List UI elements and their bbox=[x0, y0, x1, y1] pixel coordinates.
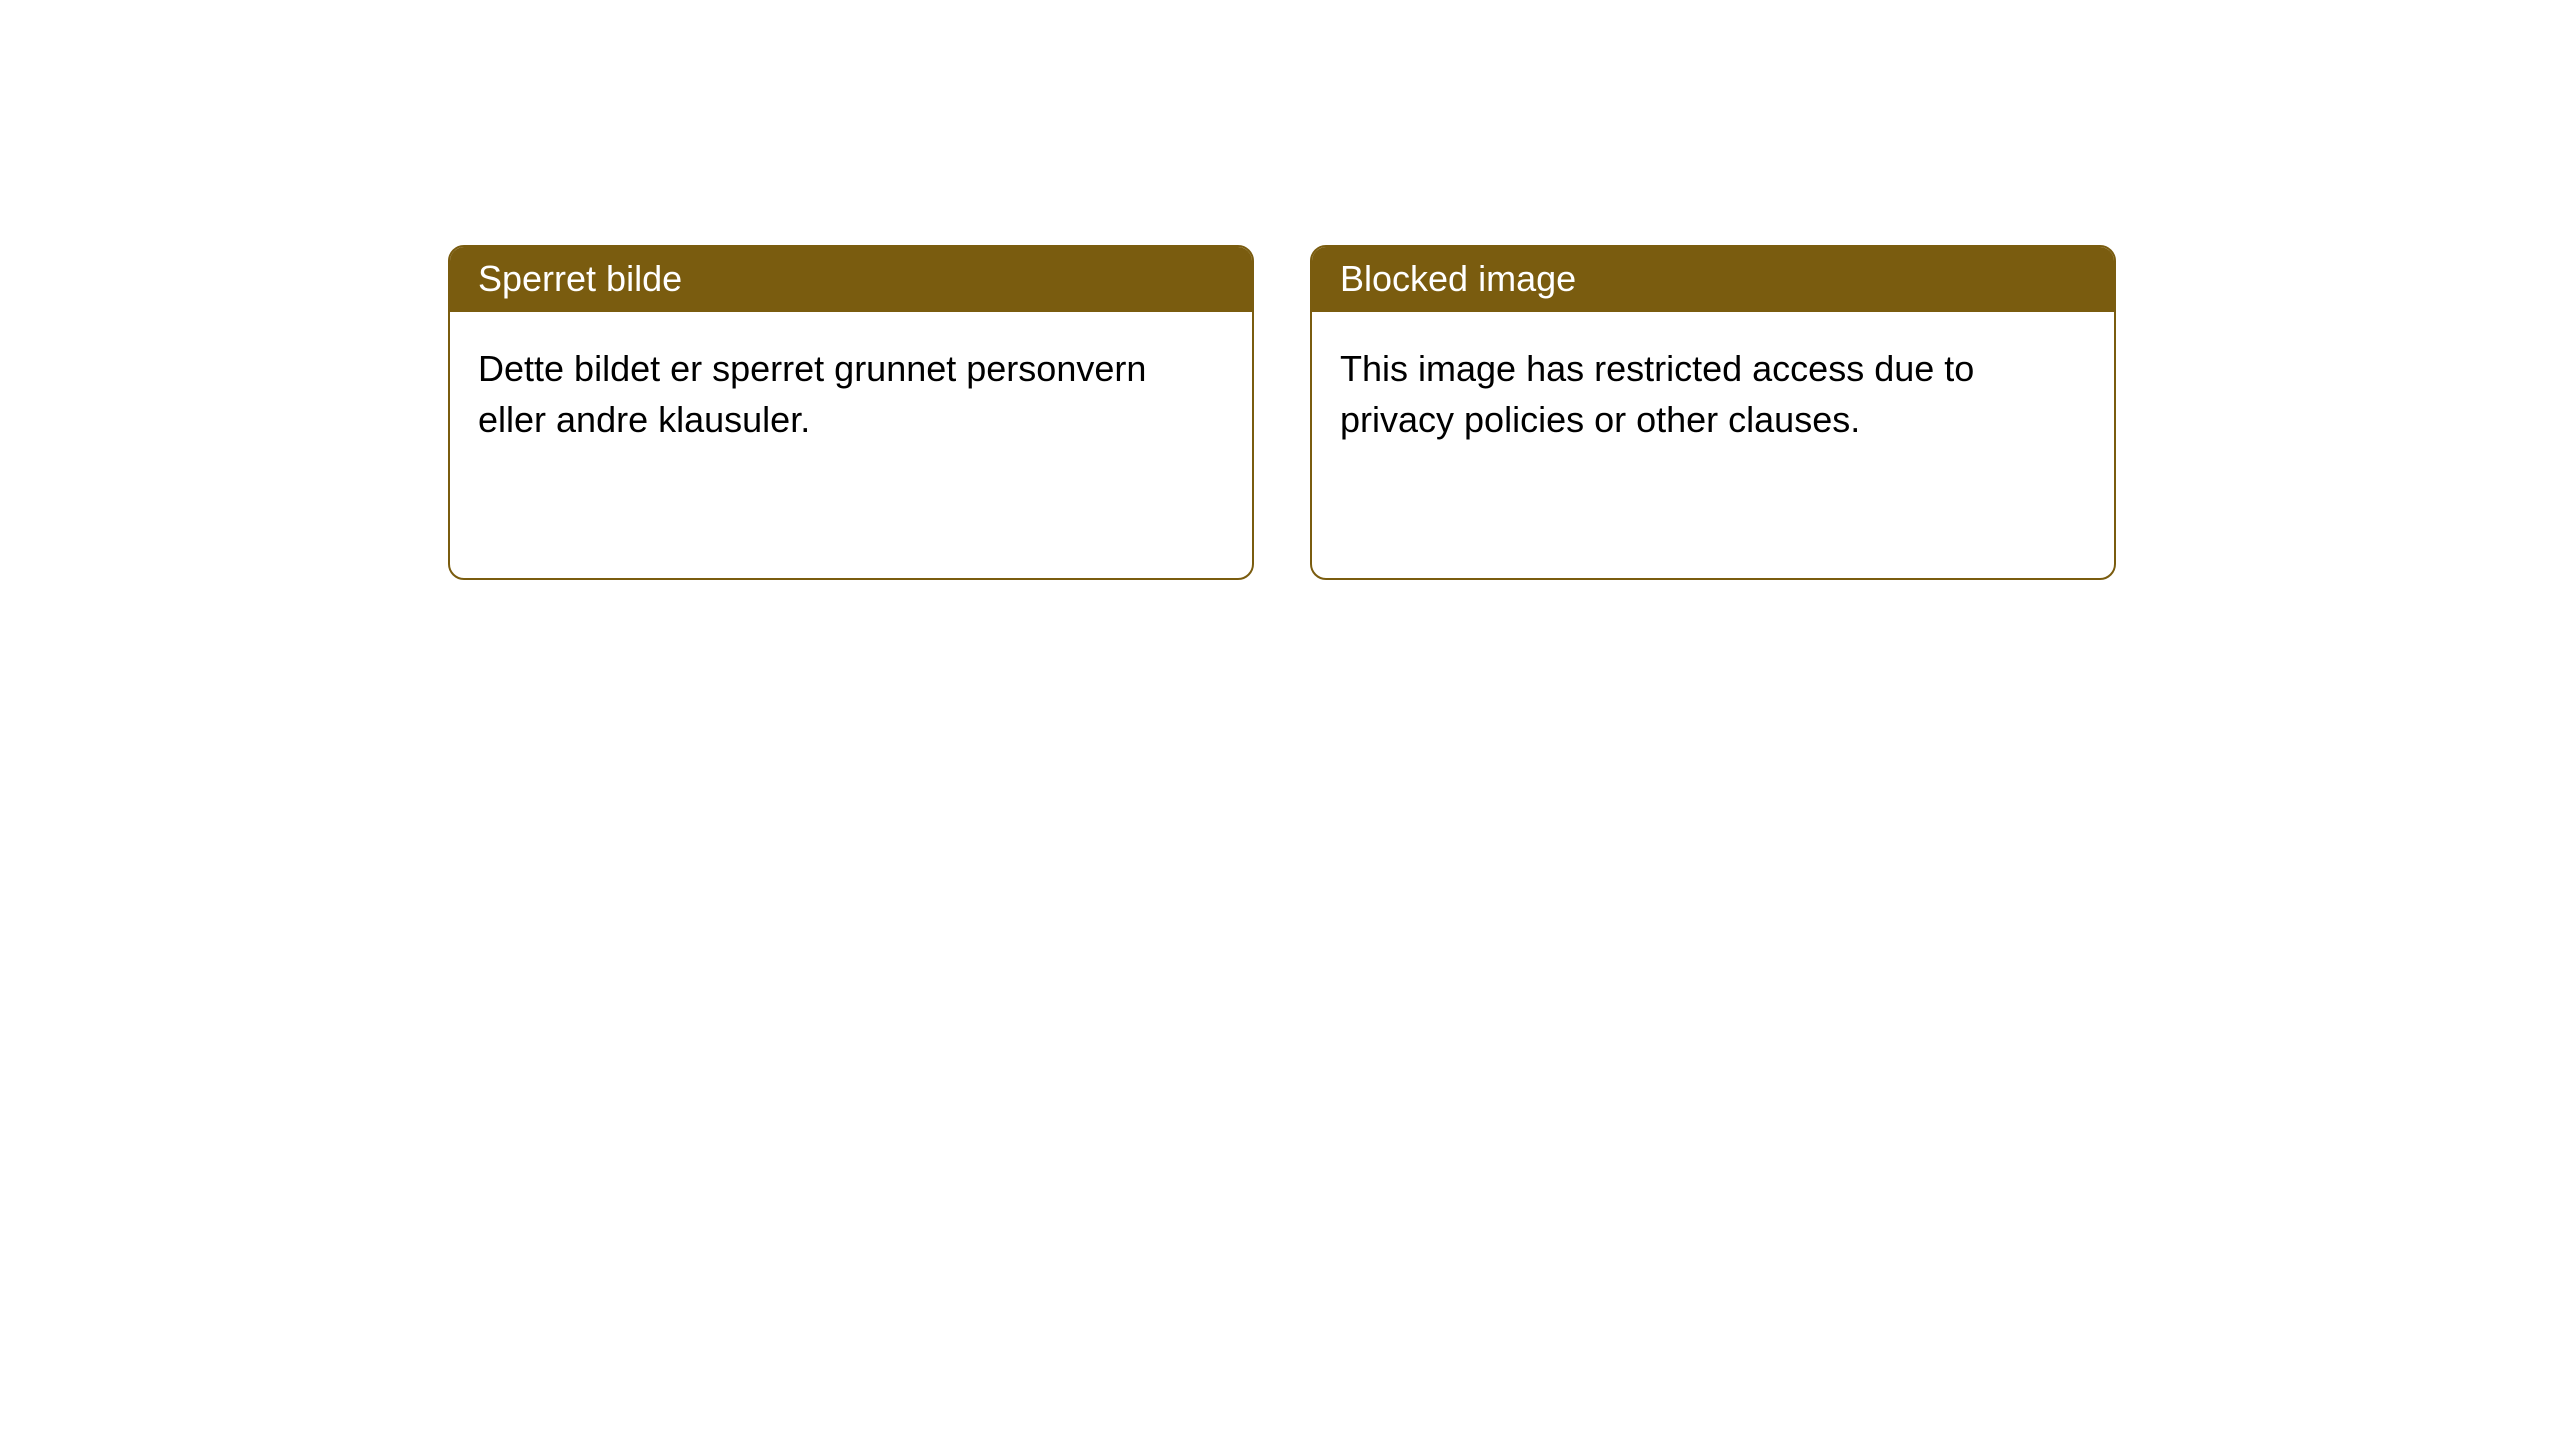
card-title: Blocked image bbox=[1340, 258, 1576, 299]
card-header: Blocked image bbox=[1312, 247, 2114, 312]
notice-card-norwegian: Sperret bilde Dette bildet er sperret gr… bbox=[448, 245, 1254, 580]
card-body: Dette bildet er sperret grunnet personve… bbox=[450, 312, 1252, 477]
notice-card-english: Blocked image This image has restricted … bbox=[1310, 245, 2116, 580]
notice-container: Sperret bilde Dette bildet er sperret gr… bbox=[448, 245, 2116, 580]
card-body-text: Dette bildet er sperret grunnet personve… bbox=[478, 348, 1146, 439]
card-header: Sperret bilde bbox=[450, 247, 1252, 312]
card-body: This image has restricted access due to … bbox=[1312, 312, 2114, 477]
card-body-text: This image has restricted access due to … bbox=[1340, 348, 1974, 439]
card-title: Sperret bilde bbox=[478, 258, 682, 299]
